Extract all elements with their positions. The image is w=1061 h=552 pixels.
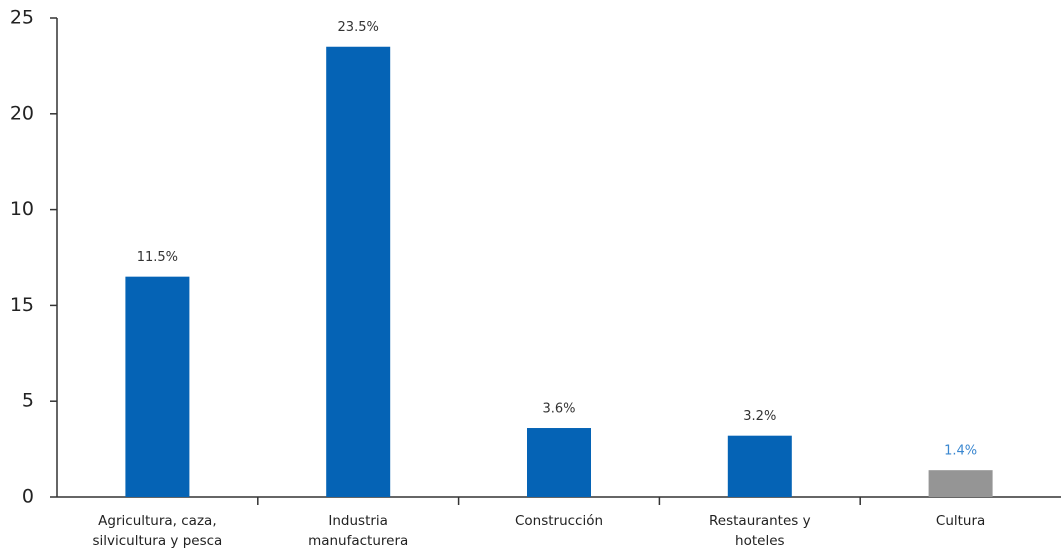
x-tick-label: Agricultura, caza, silvicultura y pesca bbox=[92, 513, 223, 549]
bar bbox=[326, 46, 391, 498]
bar bbox=[727, 435, 792, 497]
value-label: 1.4% bbox=[944, 444, 977, 459]
y-tick-label: 5 bbox=[22, 390, 34, 412]
bar bbox=[125, 276, 190, 497]
bar bbox=[527, 428, 591, 497]
value-label: 3.6% bbox=[542, 402, 575, 417]
bar bbox=[928, 470, 993, 497]
x-tick-label: Cultura bbox=[935, 513, 986, 529]
value-label: 3.2% bbox=[743, 409, 776, 424]
y-tick-label: 20 bbox=[10, 102, 34, 124]
y-tick-label: 15 bbox=[10, 294, 34, 316]
x-tick-label: Industria manufacturera bbox=[308, 513, 409, 549]
value-label: 11.5% bbox=[137, 250, 178, 265]
value-label: 23.5% bbox=[338, 20, 379, 35]
y-tick-label: 10 bbox=[10, 198, 34, 220]
y-tick-label: 25 bbox=[10, 7, 34, 29]
x-tick-label: Restaurantes y hoteles bbox=[709, 513, 811, 549]
y-tick-label: 0 bbox=[22, 486, 34, 508]
x-tick-label: Construcción bbox=[514, 513, 604, 529]
